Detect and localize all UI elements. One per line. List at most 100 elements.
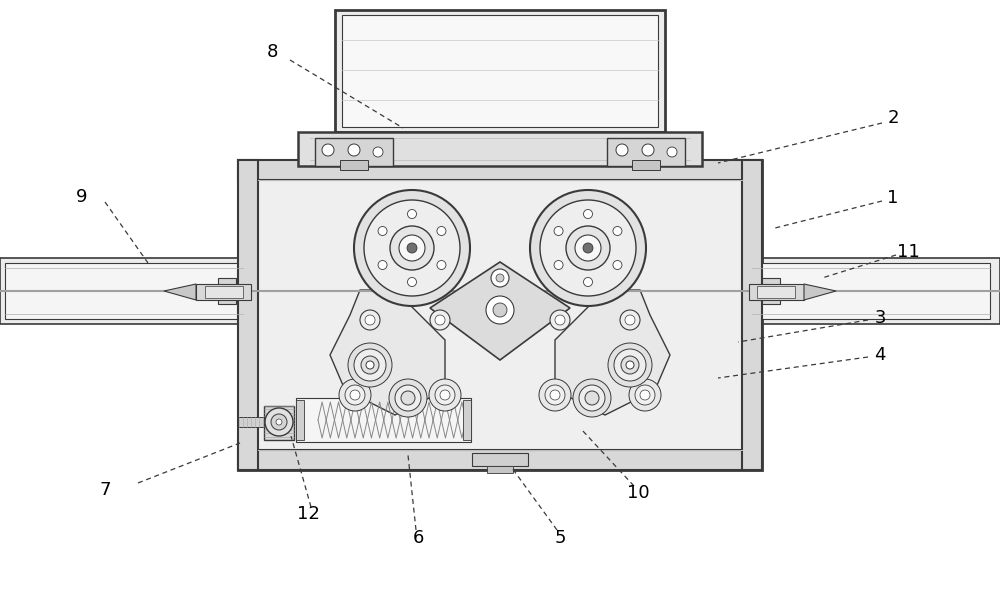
Circle shape	[271, 414, 287, 430]
Circle shape	[626, 361, 634, 369]
Text: 10: 10	[627, 484, 649, 502]
Circle shape	[322, 144, 334, 156]
Circle shape	[390, 226, 434, 270]
Bar	[335, 10, 665, 132]
Circle shape	[491, 269, 509, 287]
Text: 8: 8	[266, 43, 278, 61]
Text: 2: 2	[887, 109, 899, 127]
Circle shape	[642, 144, 654, 156]
Circle shape	[613, 227, 622, 236]
Bar	[218, 278, 236, 304]
Circle shape	[493, 303, 507, 317]
Text: 4: 4	[874, 346, 886, 364]
Bar	[238, 160, 762, 470]
Circle shape	[585, 391, 599, 405]
Polygon shape	[555, 290, 670, 415]
Circle shape	[555, 315, 565, 325]
Circle shape	[496, 274, 504, 282]
Circle shape	[350, 390, 360, 400]
Circle shape	[530, 190, 646, 306]
Bar	[238, 417, 268, 427]
Text: 9: 9	[76, 188, 88, 206]
Text: 11: 11	[897, 243, 919, 261]
Bar	[752, 263, 990, 319]
Bar	[340, 160, 368, 170]
Circle shape	[435, 315, 445, 325]
Circle shape	[429, 379, 461, 411]
Circle shape	[550, 310, 570, 330]
Circle shape	[360, 310, 380, 330]
Circle shape	[345, 385, 365, 405]
Circle shape	[621, 356, 639, 374]
Bar	[472, 453, 528, 466]
Text: 5: 5	[554, 529, 566, 547]
Circle shape	[613, 260, 622, 270]
Circle shape	[364, 200, 460, 296]
Circle shape	[361, 356, 379, 374]
Bar	[296, 400, 304, 440]
Circle shape	[437, 227, 446, 236]
Circle shape	[614, 349, 646, 381]
Circle shape	[583, 243, 593, 253]
Bar	[238, 450, 762, 470]
Circle shape	[378, 227, 387, 236]
Circle shape	[407, 243, 417, 253]
Bar	[487, 466, 513, 473]
Circle shape	[348, 144, 360, 156]
Circle shape	[667, 147, 677, 157]
Polygon shape	[430, 262, 570, 360]
Circle shape	[554, 260, 563, 270]
Polygon shape	[164, 284, 196, 300]
Circle shape	[276, 419, 282, 425]
Bar	[296, 398, 471, 442]
Circle shape	[575, 235, 601, 261]
Bar	[762, 278, 780, 304]
Circle shape	[539, 379, 571, 411]
Circle shape	[348, 343, 392, 387]
Text: 12: 12	[297, 505, 319, 523]
Circle shape	[629, 379, 661, 411]
Bar	[196, 284, 251, 300]
Circle shape	[365, 315, 375, 325]
Bar	[264, 406, 294, 440]
Circle shape	[573, 379, 611, 417]
Bar	[742, 160, 762, 470]
Circle shape	[579, 385, 605, 411]
Bar	[749, 284, 804, 300]
Circle shape	[545, 385, 565, 405]
Bar	[298, 132, 702, 166]
Circle shape	[440, 390, 450, 400]
Circle shape	[366, 361, 374, 369]
Circle shape	[640, 390, 650, 400]
Circle shape	[430, 310, 450, 330]
Circle shape	[265, 408, 293, 436]
Circle shape	[486, 296, 514, 324]
Circle shape	[395, 385, 421, 411]
Circle shape	[540, 200, 636, 296]
Circle shape	[373, 147, 383, 157]
Bar	[752, 258, 1000, 324]
Text: 7: 7	[99, 481, 111, 499]
Bar	[607, 138, 685, 166]
Bar	[0, 258, 248, 324]
Bar	[315, 138, 393, 166]
Circle shape	[635, 385, 655, 405]
Text: 6: 6	[412, 529, 424, 547]
Circle shape	[616, 144, 628, 156]
Circle shape	[354, 349, 386, 381]
Circle shape	[435, 385, 455, 405]
Circle shape	[354, 190, 470, 306]
Circle shape	[399, 235, 425, 261]
Circle shape	[566, 226, 610, 270]
Circle shape	[584, 277, 592, 286]
Circle shape	[608, 343, 652, 387]
Polygon shape	[804, 284, 836, 300]
Circle shape	[620, 310, 640, 330]
Text: 1: 1	[887, 189, 899, 207]
Bar	[5, 263, 243, 319]
Circle shape	[554, 227, 563, 236]
Circle shape	[584, 210, 592, 219]
Bar	[342, 15, 658, 127]
Bar	[238, 160, 762, 180]
Circle shape	[378, 260, 387, 270]
